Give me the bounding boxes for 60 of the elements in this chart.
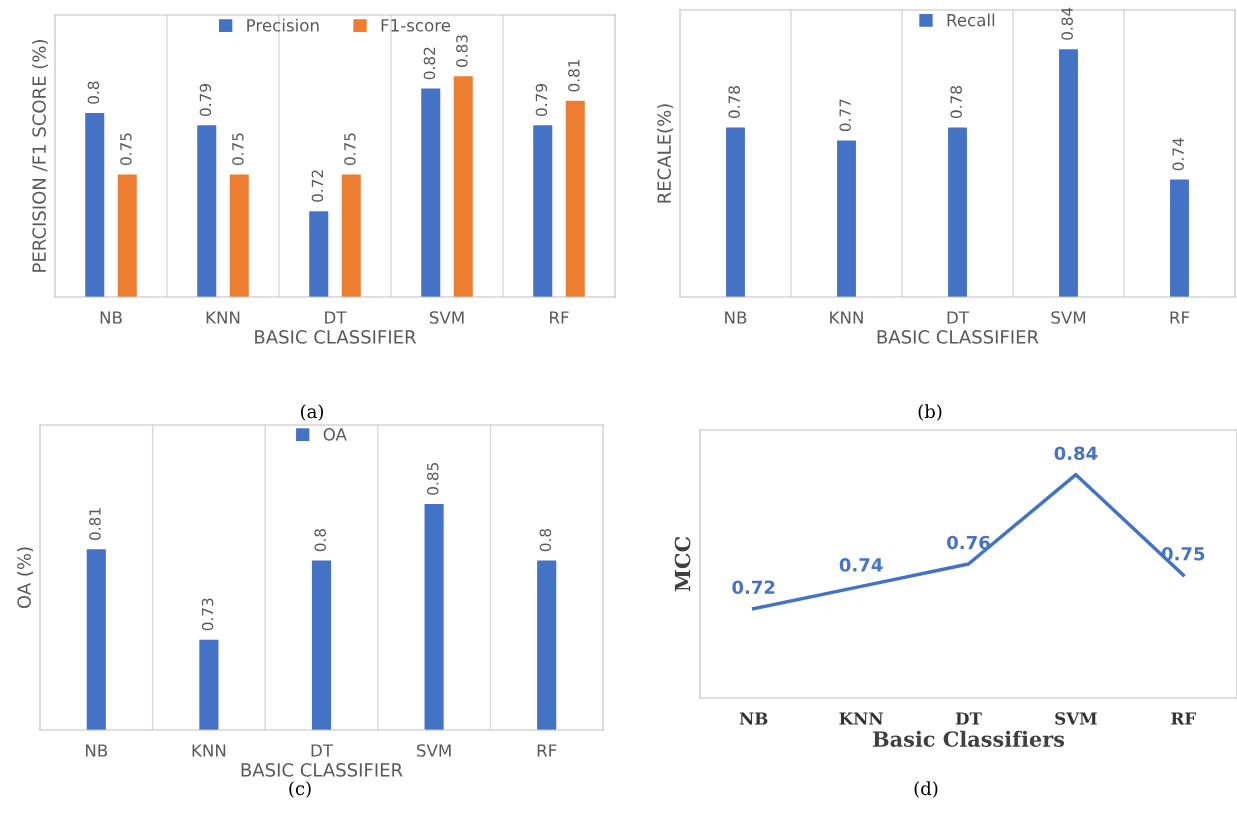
data-label: 0.8 bbox=[539, 528, 552, 552]
x-tick-label: SVM bbox=[1051, 311, 1086, 324]
x-tick-label: NB bbox=[739, 712, 768, 725]
data-label: 0.8 bbox=[87, 81, 100, 104]
x-tick-label: RF bbox=[1171, 712, 1196, 725]
data-label: 0.72 bbox=[732, 580, 775, 595]
legend-label: F1-score bbox=[381, 19, 451, 32]
text: (a) bbox=[301, 404, 323, 421]
data-label: 0.75 bbox=[120, 133, 132, 166]
data-label: 0.79 bbox=[535, 84, 548, 117]
legend-label: Precision bbox=[247, 18, 319, 32]
y-axis-title: OA (%) bbox=[16, 547, 34, 609]
y-axis-title: MCC bbox=[674, 536, 691, 592]
x-tick-label: SVM bbox=[1055, 712, 1097, 725]
x-tick-label: KNN bbox=[830, 311, 863, 324]
data-label: 0.78 bbox=[950, 86, 962, 119]
x-tick-label: KNN bbox=[206, 311, 240, 324]
x-axis-title: BASIC CLASSIFIER bbox=[255, 330, 417, 344]
data-label: 0.74 bbox=[1172, 138, 1184, 171]
data-label: 0.79 bbox=[199, 84, 212, 117]
x-tick-label: DT bbox=[325, 311, 347, 324]
x-axis-title: BASIC CLASSIFIER bbox=[877, 330, 1039, 344]
data-label: 0.83 bbox=[456, 35, 468, 67]
data-label: 0.78 bbox=[728, 86, 740, 119]
x-axis-title: Basic Classifiers bbox=[873, 730, 1065, 747]
x-tick-label: KNN bbox=[192, 744, 226, 757]
x-tick-label: RF bbox=[550, 311, 569, 324]
data-label: 0.8 bbox=[314, 528, 326, 552]
text: (b) bbox=[918, 404, 942, 421]
x-tick-label: DT bbox=[955, 712, 982, 725]
text: (c) bbox=[289, 781, 311, 798]
x-tick-label: SVM bbox=[417, 744, 451, 757]
data-label: 0.73 bbox=[201, 598, 214, 631]
data-label: 0.75 bbox=[232, 133, 244, 166]
text: (d) bbox=[914, 781, 938, 798]
data-label: 0.72 bbox=[311, 170, 324, 202]
data-label: 0.84 bbox=[1054, 446, 1098, 461]
data-label: 0.74 bbox=[839, 558, 883, 572]
x-tick-label: NB bbox=[85, 744, 108, 757]
data-label: 0.81 bbox=[89, 508, 101, 540]
y-axis-title: PERCISION /F1 SCORE (%) bbox=[31, 40, 49, 272]
data-label: 0.77 bbox=[839, 99, 851, 132]
x-tick-label: DT bbox=[311, 744, 334, 757]
y-axis-title: RECALE(%) bbox=[656, 104, 674, 203]
x-axis-title: BASIC CLASSIFIER bbox=[241, 763, 403, 777]
data-label: 0.82 bbox=[423, 47, 436, 80]
data-label: 0.85 bbox=[426, 463, 439, 495]
x-tick-label: SVM bbox=[429, 311, 464, 324]
data-label: 0.84 bbox=[1061, 7, 1073, 40]
x-tick-label: NB bbox=[100, 311, 122, 324]
data-label: 0.81 bbox=[568, 59, 580, 92]
legend-label: Recall bbox=[947, 13, 995, 27]
x-tick-label: NB bbox=[725, 311, 747, 324]
x-tick-label: RF bbox=[537, 744, 557, 757]
data-label: 0.76 bbox=[947, 535, 990, 550]
data-label: 0.75 bbox=[344, 133, 356, 166]
x-tick-label: DT bbox=[947, 311, 970, 324]
x-tick-label: RF bbox=[1170, 311, 1190, 324]
x-tick-label: KNN bbox=[839, 712, 883, 725]
legend-label: OA bbox=[323, 428, 347, 441]
